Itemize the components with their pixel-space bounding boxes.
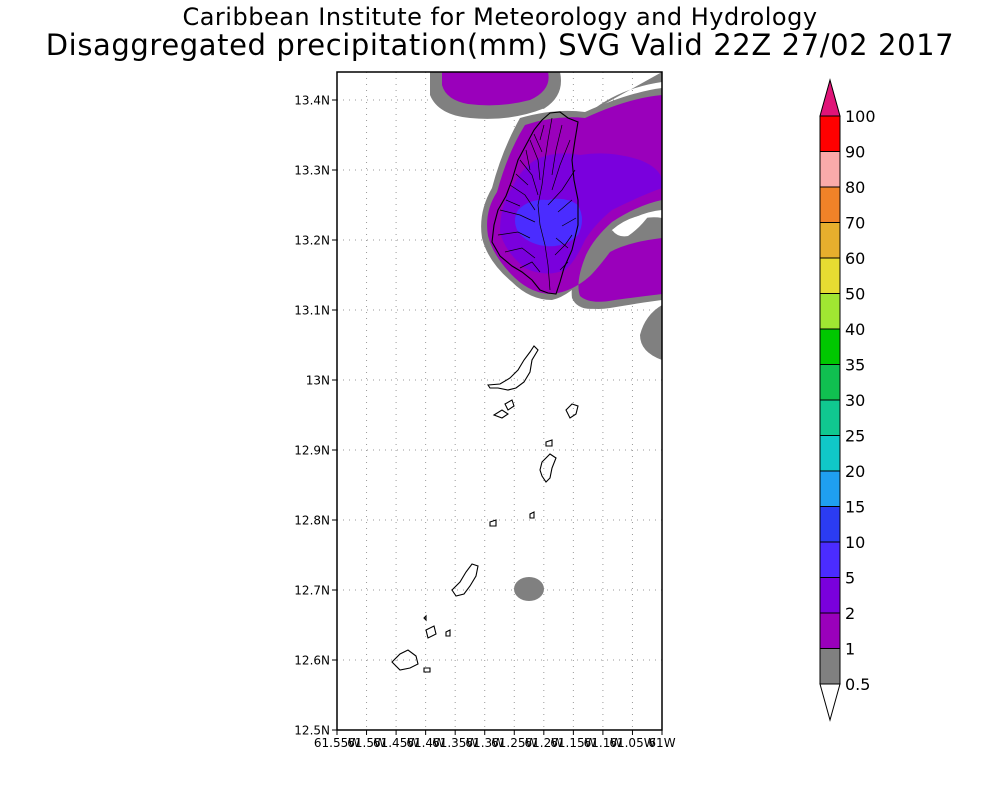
- legend-level-label: 5: [845, 569, 855, 588]
- lon-tick-label: 61.15W: [550, 736, 596, 750]
- precipitation-field: [430, 72, 662, 601]
- islet-3: [565, 403, 579, 419]
- legend-level-label: 90: [845, 143, 865, 162]
- lon-tick-label: 61.05W: [609, 736, 655, 750]
- precip-area-5: [515, 198, 582, 247]
- lat-tick-label: 13.4N: [294, 94, 330, 108]
- legend-swatch: [820, 577, 840, 613]
- legend-level-label: 40: [845, 320, 865, 339]
- lon-tick-label: 61.35W: [432, 736, 478, 750]
- legend-swatch: [820, 258, 840, 294]
- lat-tick-label: 12.6N: [294, 654, 330, 668]
- legend-swatch: [820, 471, 840, 507]
- map-frame-border: [336, 71, 663, 731]
- legend-level-label: 2: [845, 604, 855, 623]
- map-title-line2: Disaggregated precipitation(mm) SVG Vali…: [45, 28, 955, 62]
- legend-level-label: 10: [845, 533, 865, 552]
- legend-level-label: 0.5: [845, 675, 870, 694]
- main-island: [491, 111, 579, 295]
- legend-swatch: [820, 151, 840, 187]
- island-canouan: [539, 453, 557, 483]
- island-carriacou: [391, 649, 419, 671]
- islet-4: [545, 439, 553, 447]
- island-union: [451, 563, 479, 597]
- lon-tick-label: 61.5W: [347, 736, 386, 750]
- lon-tick-label: 61W: [648, 736, 675, 750]
- lat-tick-label: 13.2N: [294, 234, 330, 248]
- lat-tick-label: 12.5N: [294, 724, 330, 738]
- map-title-line1: Caribbean Institute for Meteorology and …: [182, 3, 818, 31]
- island-internal-lines: [497, 117, 577, 291]
- lat-tick-label: 12.8N: [294, 514, 330, 528]
- islet-2: [504, 399, 515, 411]
- islet-9: [423, 614, 427, 622]
- lat-tick-label: 13.3N: [294, 164, 330, 178]
- islet-5: [529, 511, 535, 519]
- island-bequia: [487, 345, 539, 391]
- islet-7: [425, 625, 437, 639]
- legend-swatch: [820, 400, 840, 436]
- lon-tick-label: 61.55W: [314, 736, 360, 750]
- legend-swatch: [820, 435, 840, 471]
- legend-level-label: 70: [845, 214, 865, 233]
- legend-level-label: 15: [845, 498, 865, 517]
- lat-tick-label: 12.9N: [294, 444, 330, 458]
- latitude-axis: 13.4N 13.3N 13.2N 13.1N 13N 12.9N 12.8N 12.7N 12…: [294, 94, 337, 738]
- island-outlines: [391, 111, 579, 673]
- islet-6: [489, 519, 497, 527]
- legend-swatch: [820, 364, 840, 400]
- legend-level-label: 20: [845, 462, 865, 481]
- legend-level-label: 100: [845, 107, 876, 126]
- legend-level-label: 30: [845, 391, 865, 410]
- legend-level-label: 35: [845, 356, 865, 375]
- legend-arrow-top: [819, 78, 841, 117]
- precip-area-0.5-south: [514, 577, 544, 601]
- precip-gap: [612, 214, 650, 237]
- lon-tick-label: 61.45W: [373, 736, 419, 750]
- legend-level-label: 80: [845, 178, 865, 197]
- legend-level-label: 60: [845, 249, 865, 268]
- precip-area-0.5-east-edge: [640, 305, 662, 360]
- longitude-axis: 61.55W61.5W61.45W61.4W61.35W61.3W61.25W6…: [314, 730, 676, 750]
- legend-swatch: [820, 613, 840, 649]
- precip-area-1-top: [442, 72, 549, 106]
- lat-tick-label: 13N: [306, 374, 330, 388]
- legend-swatch: [820, 222, 840, 258]
- legend-level-label: 1: [845, 640, 855, 659]
- lon-tick-label: 61.3W: [465, 736, 504, 750]
- lon-tick-label: 61.2W: [525, 736, 564, 750]
- islet-8: [445, 629, 451, 637]
- legend-swatch: [820, 116, 840, 152]
- legend-swatch: [820, 506, 840, 542]
- islet-1: [492, 409, 509, 419]
- legend-swatch: [820, 187, 840, 223]
- lat-tick-label: 13.1N: [294, 304, 330, 318]
- islet-10: [423, 667, 431, 673]
- legend-swatch: [820, 329, 840, 365]
- lon-tick-label: 61.4W: [406, 736, 445, 750]
- legend-swatch: [820, 648, 840, 684]
- legend-swatch: [820, 542, 840, 578]
- legend-swatch: [820, 293, 840, 329]
- lon-tick-label: 61.1W: [584, 736, 623, 750]
- lat-tick-label: 12.7N: [294, 584, 330, 598]
- lon-tick-label: 61.25W: [491, 736, 537, 750]
- legend-level-label: 25: [845, 427, 865, 446]
- legend-level-label: 50: [845, 285, 865, 304]
- legend-arrow-bottom: [819, 683, 841, 722]
